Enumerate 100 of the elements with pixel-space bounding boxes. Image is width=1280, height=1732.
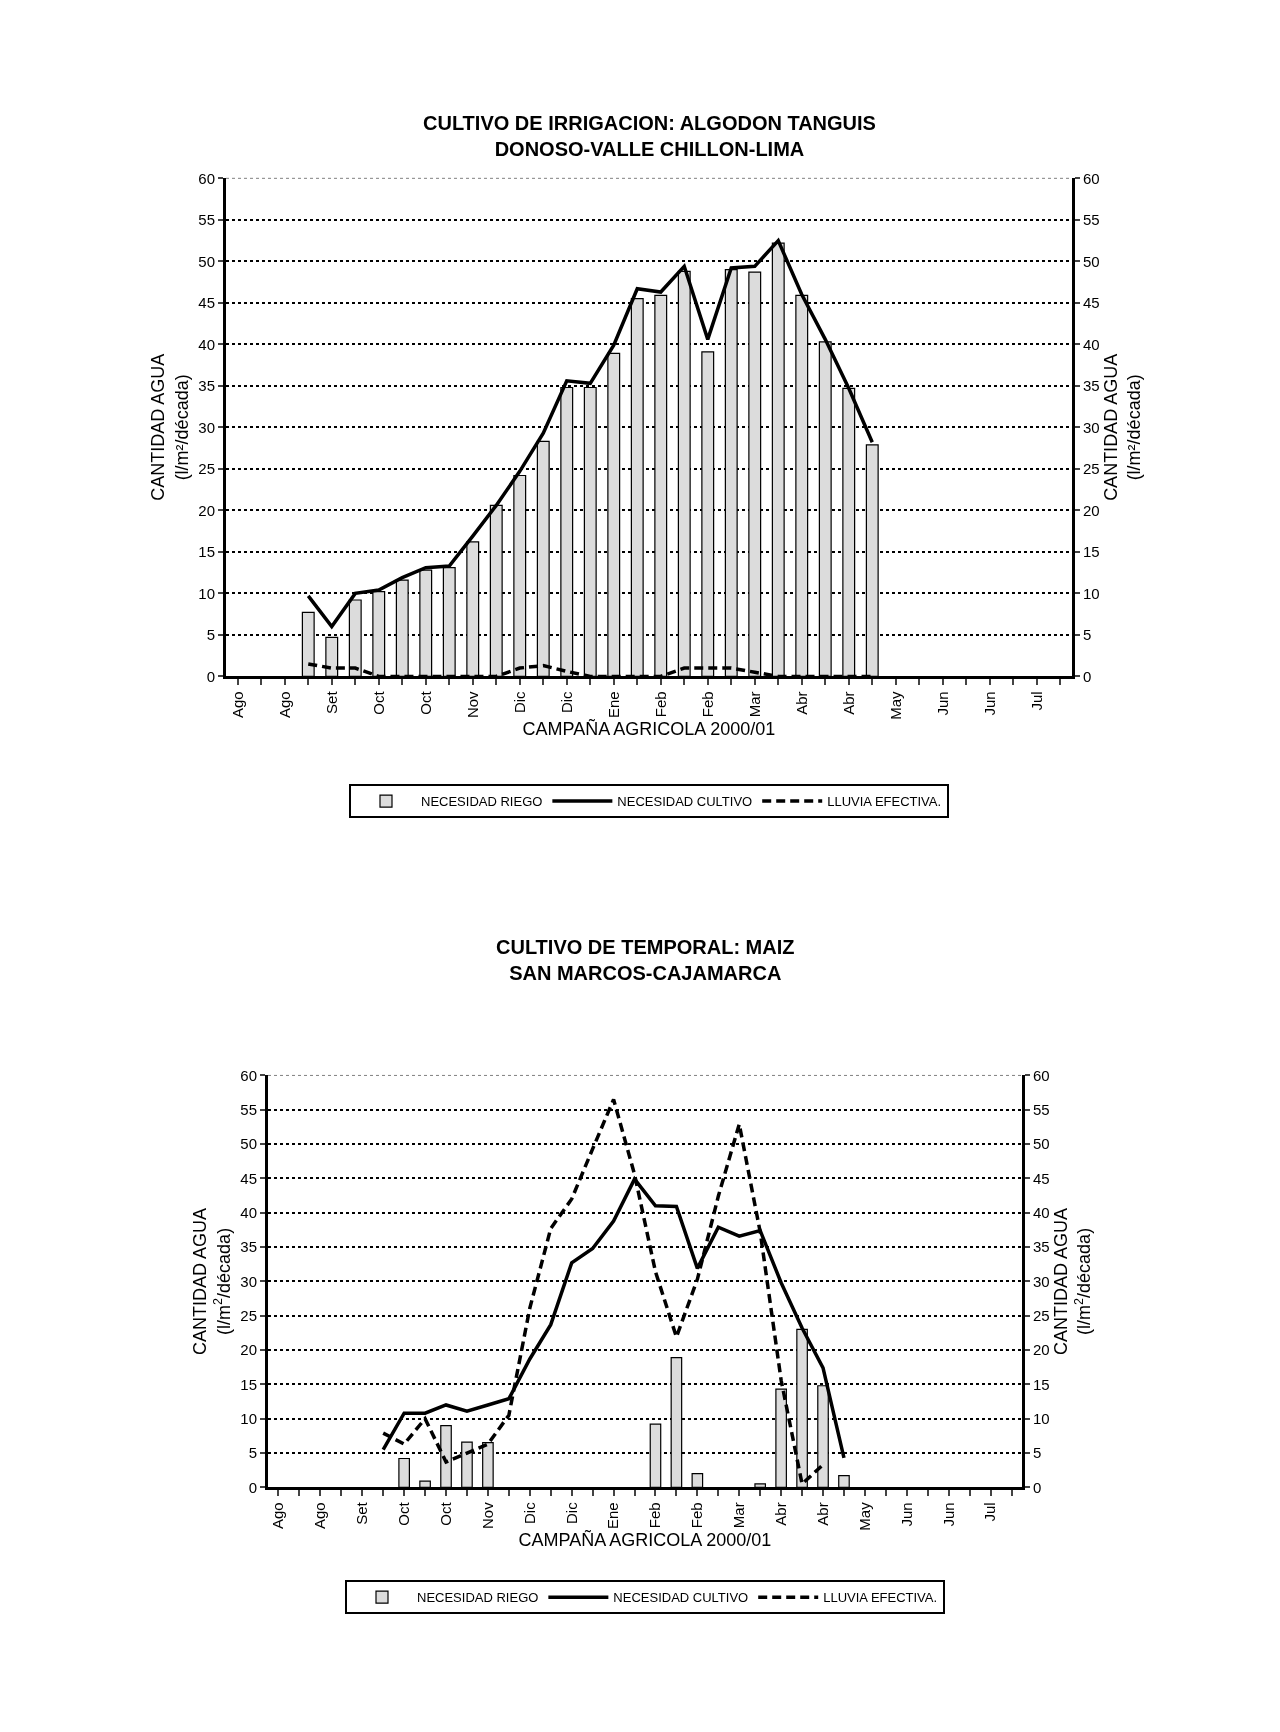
- x-tick-label: Set: [322, 690, 340, 714]
- x-tick-label: Dic: [520, 1501, 538, 1525]
- y2-tick-label: 10: [1083, 584, 1100, 602]
- chart-title: CULTIVO DE IRRIGACION: ALGODON TANGUIS DONOSO-VALLE CHILLON-LIMA: [423, 112, 876, 160]
- x-tick-label: Dic: [510, 690, 528, 714]
- y-tick-label: 25: [240, 1306, 257, 1324]
- y-tick-label: 10: [240, 1409, 257, 1427]
- x-tick-label: Abr: [839, 691, 857, 715]
- y-tick-label: 30: [198, 418, 215, 436]
- y2-tick-label: 30: [1033, 1272, 1050, 1290]
- y-tick-label: 40: [198, 335, 215, 353]
- y2-tick-label: 20: [1083, 501, 1100, 519]
- y2-tick-label: 50: [1033, 1135, 1050, 1153]
- x-tick-label: Abr: [813, 1502, 831, 1526]
- y2-tick-label: 45: [1083, 294, 1100, 312]
- x-tick-label: Jul: [1027, 691, 1045, 711]
- x-tick-label: Abr: [772, 1502, 790, 1526]
- x-tick-label: Ago: [269, 1502, 287, 1530]
- y-tick-label: 15: [198, 543, 215, 561]
- y-tick-label: 25: [198, 460, 215, 478]
- x-tick-label: Dic: [562, 1501, 580, 1525]
- y2-tick-label: 40: [1083, 335, 1100, 353]
- x-tick-label: Ene: [604, 1502, 622, 1530]
- x-tick-label: Feb: [688, 1502, 706, 1529]
- x-tick-label: Jul: [981, 1502, 999, 1522]
- x-tick-label: Ene: [604, 691, 622, 719]
- legend-label: NECESIDAD RIEGO: [417, 1590, 539, 1606]
- y-tick-label: 5: [206, 626, 215, 644]
- y-tick-label: 50: [198, 252, 215, 270]
- legend-label: LLUVIA EFECTIVA.: [827, 794, 942, 810]
- x-tick-label: Set: [353, 1501, 371, 1525]
- x-tick-label: Mar: [730, 1502, 748, 1529]
- y2-tick-label: 60: [1083, 169, 1100, 187]
- y2-tick-label: 15: [1083, 543, 1100, 561]
- y-axis-title: CANTIDAD AGUA (l/m²/década): [148, 353, 192, 501]
- y-tick-label: 35: [240, 1238, 257, 1256]
- x-tick-label: Abr: [792, 691, 810, 715]
- y2-tick-label: 5: [1033, 1444, 1042, 1462]
- x-tick-label: Dic: [557, 690, 575, 714]
- x-tick-label: Oct: [436, 1501, 454, 1526]
- y2-tick-label: 25: [1033, 1306, 1050, 1324]
- y2-tick-label: 25: [1083, 460, 1100, 478]
- y-tick-label: 40: [240, 1203, 257, 1221]
- y-tick-label: 0: [248, 1478, 257, 1496]
- y2-tick-label: 5: [1083, 626, 1092, 644]
- y2-tick-label: 55: [1033, 1101, 1050, 1119]
- y-tick-label: 60: [240, 1066, 257, 1084]
- y-tick-label: 45: [198, 294, 215, 312]
- x-tick-label: May: [886, 690, 904, 720]
- y2-tick-label: 45: [1033, 1169, 1050, 1187]
- y-tick-label: 45: [240, 1169, 257, 1187]
- y2-tick-label: 50: [1083, 252, 1100, 270]
- x-tick-label: Ago: [311, 1502, 329, 1530]
- y-tick-label: 20: [198, 501, 215, 519]
- x-tick-label: Feb: [698, 691, 716, 718]
- x-tick-label: Ago: [275, 691, 293, 719]
- x-axis-title: CAMPAÑA AGRICOLA 2000/01: [518, 1529, 772, 1551]
- y2-tick-label: 0: [1083, 667, 1092, 685]
- y-tick-label: 0: [206, 667, 215, 685]
- x-tick-label: Feb: [646, 1502, 664, 1529]
- legend-label: NECESIDAD RIEGO: [421, 794, 543, 810]
- y-tick-label: 5: [248, 1444, 257, 1462]
- y-tick-label: 55: [240, 1101, 257, 1119]
- y-tick-label: 35: [198, 377, 215, 395]
- x-tick-label: May: [855, 1501, 873, 1531]
- legend-label: NECESIDAD CULTIVO: [613, 1590, 749, 1606]
- y2-tick-label: 35: [1083, 377, 1100, 395]
- y-tick-label: 30: [240, 1272, 257, 1290]
- y2-tick-label: 35: [1033, 1238, 1050, 1256]
- x-tick-label: Nov: [478, 1501, 496, 1530]
- chart-title: CULTIVO DE TEMPORAL: MAIZ SAN MARCOS-CAJAMARCA: [496, 936, 795, 984]
- x-tick-label: Ago: [228, 691, 246, 719]
- y-tick-label: 10: [198, 584, 215, 602]
- y-tick-label: 50: [240, 1135, 257, 1153]
- y-tick-label: 15: [240, 1375, 257, 1393]
- y2-tick-label: 10: [1033, 1409, 1050, 1427]
- legend-label: LLUVIA EFECTIVA.: [823, 1590, 938, 1606]
- x-tick-label: Oct: [416, 690, 434, 715]
- y2-tick-label: 20: [1033, 1341, 1050, 1359]
- y2-tick-label: 55: [1083, 211, 1100, 229]
- y-tick-label: 55: [198, 211, 215, 229]
- y2-tick-label: 0: [1033, 1478, 1042, 1496]
- legend-label: NECESIDAD CULTIVO: [617, 794, 753, 810]
- x-tick-label: Mar: [745, 691, 763, 718]
- x-tick-label: Oct: [369, 690, 387, 715]
- x-tick-label: Jun: [939, 1502, 957, 1527]
- y2-tick-label: 30: [1083, 418, 1100, 436]
- y2-tick-label: 15: [1033, 1375, 1050, 1393]
- x-tick-label: Jun: [980, 691, 998, 716]
- y2-tick-label: 60: [1033, 1066, 1050, 1084]
- x-tick-label: Jun: [897, 1502, 915, 1527]
- y-tick-label: 20: [240, 1341, 257, 1359]
- x-tick-label: Nov: [463, 690, 481, 719]
- x-tick-label: Feb: [651, 691, 669, 718]
- y2-tick-label: 40: [1033, 1203, 1050, 1221]
- x-axis-title: CAMPAÑA AGRICOLA 2000/01: [522, 718, 776, 740]
- y2-axis-title: CANTIDAD AGUA (l/m²/década): [1100, 353, 1145, 501]
- y-tick-label: 60: [198, 169, 215, 187]
- x-tick-label: Jun: [933, 691, 951, 716]
- x-tick-label: Oct: [395, 1501, 413, 1526]
